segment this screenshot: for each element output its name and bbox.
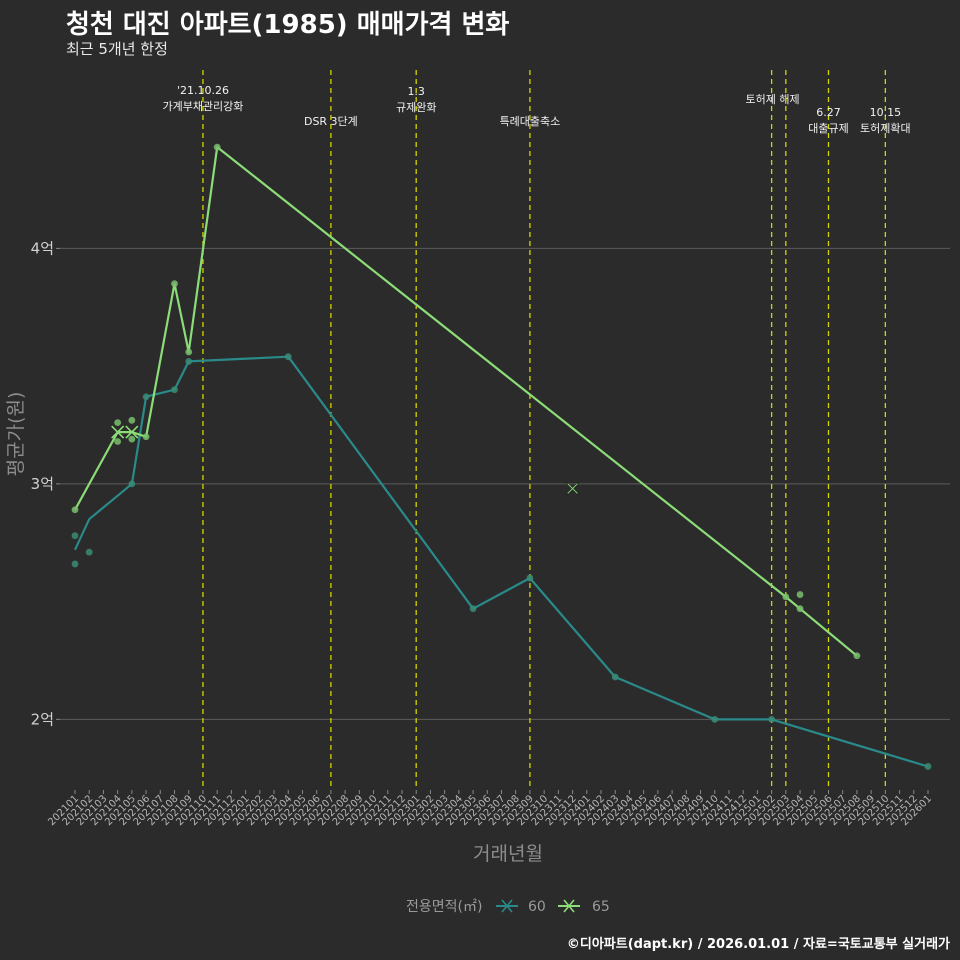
event-label-202506: 6.27: [816, 106, 841, 119]
series-line-65: [74, 146, 858, 657]
y-axis-ticks: 2억 3억 4억: [31, 239, 60, 728]
event-label-202110: '21.10.26: [177, 84, 229, 97]
data-point-65: [171, 280, 178, 288]
event-label-202502: 토허제 해제: [746, 92, 800, 106]
data-point-60: [185, 358, 193, 365]
y-tick-label-4: 4억: [31, 239, 54, 257]
y-tick-label-2: 2억: [31, 710, 54, 728]
legend: 전용면적(㎡) 60 65: [406, 899, 610, 915]
event-label-202309: 특례대출축소: [500, 115, 561, 128]
legend-label-60: 60: [528, 899, 546, 915]
event-label-202510: 토허제확대: [860, 122, 911, 135]
data-points: [71, 143, 932, 770]
event-label-202110: 가계부채관리강화: [162, 100, 243, 113]
x-marker-65: [125, 425, 139, 439]
data-point-65: [128, 435, 136, 443]
legend-title: 전용면적(㎡): [406, 899, 482, 915]
data-point-60: [924, 763, 932, 770]
y-axis-title: 평균가(원): [5, 392, 27, 477]
data-point-65: [114, 438, 122, 445]
data-point-60: [284, 353, 292, 361]
data-point-65: [796, 605, 804, 613]
data-point-65: [185, 348, 193, 356]
data-point-60: [768, 715, 776, 723]
legend-label-65: 65: [592, 899, 610, 915]
x-axis-title: 거래년월: [473, 843, 543, 865]
data-point-60: [85, 548, 93, 556]
x-marker-65: [111, 425, 125, 439]
chart-subtitle: 최근 5개년 한정: [66, 40, 168, 58]
data-point-60: [469, 605, 477, 613]
x-marker-highlight-65: [567, 483, 578, 494]
data-point-60: [142, 393, 150, 401]
event-label-202506: 대출규제: [808, 122, 848, 135]
data-point-65: [796, 591, 804, 598]
data-point-60: [711, 715, 719, 723]
series-line-60: [74, 355, 929, 768]
event-label-202510: 10.15: [870, 106, 902, 119]
data-point-65: [782, 593, 790, 601]
data-point-65: [71, 506, 79, 514]
data-point-65: [142, 433, 150, 441]
data-point-60: [128, 480, 136, 488]
event-label-202207: DSR 3단계: [304, 115, 358, 128]
event-label-202301: 1.3: [407, 85, 425, 98]
data-point-65: [114, 419, 122, 427]
data-point-60: [71, 532, 79, 540]
data-point-65: [128, 416, 136, 424]
legend-key-60: [496, 899, 518, 913]
legend-key-65: [558, 899, 580, 913]
data-point-60: [71, 560, 79, 568]
data-point-65: [853, 652, 861, 660]
gridlines: [60, 247, 950, 720]
event-label-202301: 규제완화: [396, 101, 436, 114]
x-axis-ticks: 2021012021022021032021042021052021062021…: [46, 790, 934, 828]
data-point-60: [611, 673, 619, 681]
y-tick-label-3: 3억: [31, 475, 54, 493]
chart-title: 청천 대진 아파트(1985) 매매가격 변화: [66, 10, 510, 40]
data-point-60: [526, 574, 534, 582]
source-caption: ©디아파트(dapt.kr) / 2026.01.01 / 자료=국토교통부 실…: [566, 937, 950, 952]
data-point-65: [213, 143, 221, 151]
data-point-60: [171, 386, 178, 394]
